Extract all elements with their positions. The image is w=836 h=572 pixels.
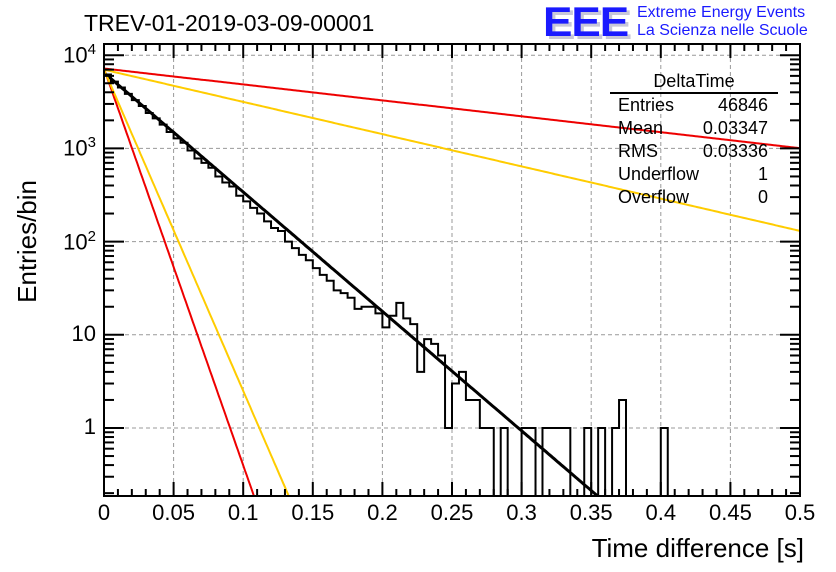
x-axis-label: Time difference [s] — [591, 533, 804, 563]
curve-fit — [104, 71, 600, 496]
curve-yellow-steep — [104, 69, 290, 496]
x-tick-label: 0.1 — [227, 500, 259, 525]
stats-label: Underflow — [618, 164, 700, 184]
logo-line-1: Extreme Energy Events — [637, 4, 806, 21]
stats-row-rms: RMS 0.03336 — [610, 140, 780, 163]
curves — [104, 67, 800, 496]
y-tick-base: 10 — [71, 320, 96, 346]
y-tick-label: 104 — [63, 41, 96, 68]
x-tick-label: 0 — [97, 500, 111, 525]
y-tick-label: 103 — [63, 134, 96, 161]
x-tick-label: 0.15 — [291, 500, 335, 525]
x-tick-label: 0.3 — [506, 500, 537, 525]
histogram — [104, 73, 669, 496]
x-tick-label: 0.2 — [367, 500, 398, 525]
curve-yellow-shallow — [104, 68, 800, 232]
x-tick-label: 0.35 — [569, 500, 613, 525]
stats-row-mean: Mean 0.03347 — [610, 117, 780, 140]
stats-value: 46846 — [717, 95, 768, 115]
stats-row-overflow: Overflow 0 — [610, 186, 780, 209]
stats-title: DeltaTime — [610, 70, 778, 94]
stats-label: Overflow — [618, 187, 690, 207]
x-tick-label: 0.4 — [645, 500, 677, 525]
x-tick-label: 0.45 — [708, 500, 752, 525]
y-tick-base: 10 — [63, 228, 88, 254]
y-tick-exponent: 2 — [87, 227, 96, 245]
eee-logo: EEE — [543, 0, 629, 45]
stats-box: DeltaTime Entries 46846 Mean 0.03347 RMS… — [610, 70, 780, 209]
x-tick-label: 0.25 — [430, 500, 474, 525]
stats-label: Entries — [618, 95, 675, 115]
histogram-outline — [104, 73, 669, 496]
y-axis-label: Entries/bin — [12, 180, 42, 303]
y-tick-base: 10 — [63, 135, 88, 161]
stats-row-entries: Entries 46846 — [610, 94, 780, 117]
x-tick-label: 0.5 — [784, 500, 816, 525]
y-tick-exponent: 4 — [87, 41, 96, 59]
stats-value: 0 — [757, 187, 768, 207]
y-tick-base: 10 — [63, 42, 88, 68]
axis-ticks — [103, 44, 801, 496]
chart-title: TREV-01-2019-03-09-00001 — [84, 10, 375, 36]
y-tick-label: 1 — [84, 414, 96, 440]
stats-value: 1 — [757, 164, 768, 184]
stats-label: Mean — [618, 118, 664, 138]
curve-red-steep — [104, 68, 255, 496]
logo-line-2: La Scienza nelle Scuole — [637, 22, 808, 39]
stats-value: 0.03336 — [702, 141, 768, 161]
stats-value: 0.03347 — [702, 118, 768, 138]
y-tick-label: 10 — [72, 321, 96, 347]
stats-label: RMS — [618, 141, 658, 161]
y-tick-label: 102 — [63, 228, 96, 255]
y-tick-exponent: 3 — [87, 134, 96, 152]
curve-red-shallow — [104, 67, 800, 150]
x-tick-label: 0.05 — [152, 500, 195, 525]
grid — [104, 44, 800, 496]
y-tick-base: 1 — [83, 414, 96, 439]
stats-row-underflow: Underflow 1 — [610, 163, 780, 186]
